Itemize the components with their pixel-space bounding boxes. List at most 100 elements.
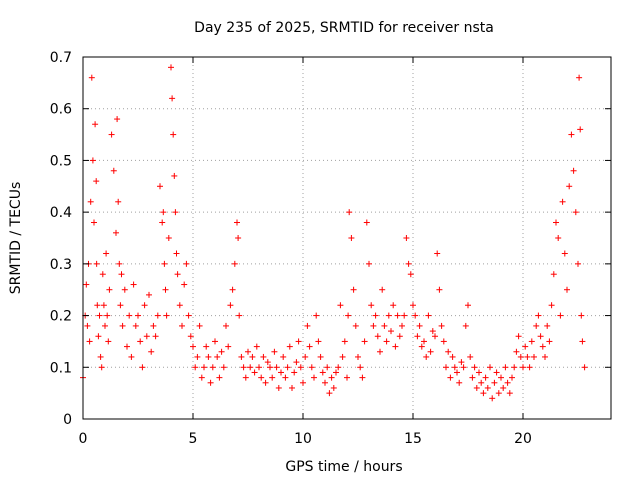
- data-point: [161, 260, 168, 267]
- data-point: [104, 312, 111, 319]
- data-point: [192, 364, 199, 371]
- data-point: [392, 343, 399, 350]
- data-point: [275, 384, 282, 391]
- data-point: [566, 183, 573, 190]
- data-point: [568, 131, 575, 138]
- data-point: [249, 353, 256, 360]
- data-point: [260, 353, 267, 360]
- data-point: [434, 250, 441, 257]
- data-point: [515, 333, 522, 340]
- data-point: [495, 390, 502, 397]
- data-point: [258, 374, 265, 381]
- data-point: [163, 312, 170, 319]
- data-point: [491, 379, 498, 386]
- data-point: [160, 209, 167, 216]
- data-point: [361, 338, 368, 345]
- data-point: [537, 333, 544, 340]
- data-point: [162, 286, 169, 293]
- data-point: [262, 379, 269, 386]
- data-point: [407, 271, 414, 278]
- data-point: [478, 379, 485, 386]
- y-tick-label: 0.4: [50, 205, 72, 221]
- data-point: [183, 260, 190, 267]
- data-point: [94, 302, 101, 309]
- data-point: [350, 286, 357, 293]
- data-point: [196, 322, 203, 329]
- data-point: [97, 353, 104, 360]
- data-point: [269, 374, 276, 381]
- data-point: [242, 374, 249, 381]
- data-point: [86, 338, 93, 345]
- data-point: [399, 322, 405, 329]
- data-point: [370, 322, 377, 329]
- data-point: [227, 302, 234, 309]
- data-point: [286, 343, 293, 350]
- data-point: [106, 286, 113, 293]
- data-point: [170, 131, 177, 138]
- data-point: [143, 333, 150, 340]
- data-point: [374, 333, 381, 340]
- data-point: [253, 343, 260, 350]
- data-point: [423, 353, 430, 360]
- y-tick-label: 0.5: [50, 153, 72, 169]
- data-point: [539, 343, 546, 350]
- data-point: [454, 369, 460, 376]
- data-point: [346, 209, 353, 216]
- data-point: [438, 322, 445, 329]
- data-point: [480, 390, 487, 397]
- data-point: [544, 322, 551, 329]
- grid: [83, 57, 611, 419]
- data-point: [548, 302, 555, 309]
- data-point: [93, 260, 100, 267]
- data-point: [132, 322, 139, 329]
- data-point: [284, 364, 291, 371]
- y-tick-label: 0.7: [50, 50, 72, 66]
- data-point: [273, 364, 280, 371]
- data-point: [103, 250, 110, 257]
- data-point: [390, 302, 397, 309]
- data-point: [304, 322, 311, 329]
- data-point: [102, 322, 108, 329]
- data-point: [363, 219, 370, 226]
- data-point: [344, 374, 350, 381]
- data-point: [118, 271, 125, 278]
- data-points: [80, 64, 588, 402]
- data-point: [201, 364, 207, 371]
- data-point: [381, 322, 388, 329]
- y-tick-label: 0.2: [50, 309, 72, 325]
- data-point: [526, 364, 533, 371]
- data-point: [319, 369, 326, 376]
- data-point: [418, 343, 425, 350]
- data-point: [235, 235, 242, 241]
- data-point: [535, 312, 542, 319]
- data-point: [114, 116, 121, 123]
- data-point: [572, 209, 579, 216]
- data-point: [456, 379, 463, 386]
- data-point: [146, 291, 152, 298]
- data-point: [366, 260, 372, 267]
- data-point: [313, 312, 320, 319]
- data-point: [116, 260, 123, 267]
- data-point: [379, 286, 386, 293]
- data-point: [216, 374, 223, 381]
- data-point: [576, 74, 583, 81]
- data-point: [471, 364, 478, 371]
- data-point: [345, 312, 352, 319]
- data-point: [561, 250, 568, 257]
- data-point: [520, 364, 526, 371]
- data-point: [506, 390, 513, 397]
- data-point: [504, 379, 511, 386]
- data-point: [383, 338, 390, 345]
- data-point: [126, 312, 133, 319]
- data-point: [152, 333, 159, 340]
- data-point: [315, 338, 322, 345]
- data-point: [225, 343, 232, 350]
- data-point: [165, 235, 172, 241]
- data-point: [416, 322, 423, 329]
- data-point: [550, 271, 557, 278]
- data-point: [542, 353, 548, 360]
- data-point: [95, 333, 102, 340]
- data-point: [148, 348, 155, 355]
- data-point: [388, 328, 394, 335]
- chart-title: Day 235 of 2025, SRMTID for receiver nst…: [194, 20, 494, 36]
